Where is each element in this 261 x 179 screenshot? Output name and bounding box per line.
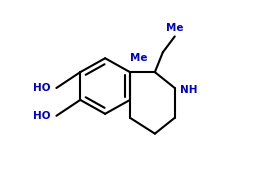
Text: Me: Me xyxy=(166,23,183,33)
Text: Me: Me xyxy=(130,53,148,63)
Text: HO: HO xyxy=(33,111,50,121)
Text: HO: HO xyxy=(33,83,50,93)
Text: NH: NH xyxy=(180,85,197,95)
